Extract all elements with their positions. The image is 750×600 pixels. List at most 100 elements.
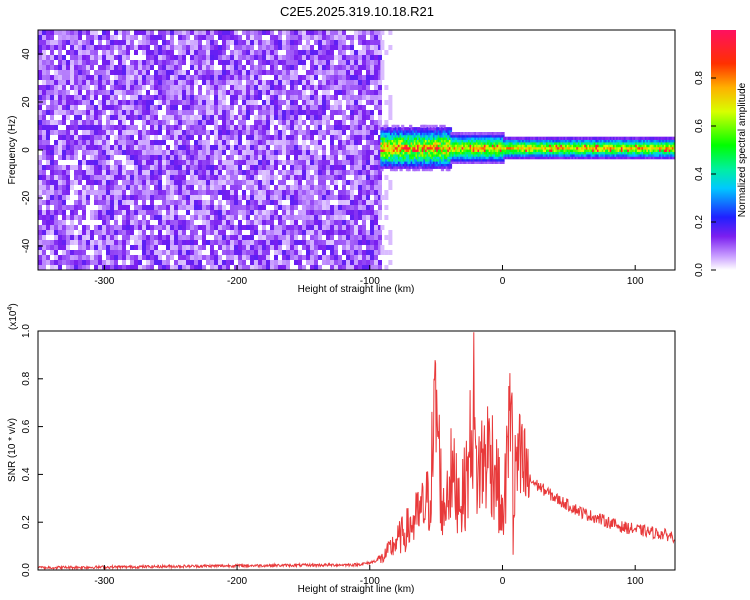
heatmap-cell <box>354 75 358 80</box>
heatmap-cell <box>186 115 190 120</box>
heatmap-cell <box>246 130 250 135</box>
heatmap-cell <box>346 90 350 95</box>
heatmap-cell <box>130 255 134 260</box>
heatmap-cell <box>326 115 330 120</box>
heatmap-cell <box>310 140 314 145</box>
heatmap-cell <box>270 190 274 195</box>
heatmap-cell <box>194 245 198 250</box>
heatmap-cell <box>250 160 254 165</box>
heatmap-cell <box>86 175 90 180</box>
heatmap-cell <box>146 60 150 65</box>
heatmap-cell <box>146 35 150 40</box>
heatmap-cell <box>342 240 346 245</box>
heatmap-cell <box>194 195 198 200</box>
heatmap-cell <box>202 255 206 260</box>
heatmap-cell <box>270 160 274 165</box>
heatmap-cell <box>246 135 250 140</box>
heatmap-cell <box>234 95 238 100</box>
heatmap-cell <box>234 170 238 175</box>
heatmap-cell <box>238 70 242 75</box>
heatmap-cell <box>98 140 102 145</box>
heatmap-cell <box>174 155 178 160</box>
heatmap-cell <box>354 185 358 190</box>
heatmap-cell <box>282 210 286 215</box>
heatmap-cell <box>374 160 378 165</box>
heatmap-cell <box>226 90 230 95</box>
heatmap-cell <box>114 140 118 145</box>
heatmap-cell <box>138 75 142 80</box>
heatmap-cell <box>182 120 186 125</box>
heatmap-cell <box>278 35 282 40</box>
heatmap-cell <box>242 110 246 115</box>
heatmap-cell <box>302 165 306 170</box>
heatmap-cell <box>110 200 114 205</box>
heatmap-cell <box>38 260 42 265</box>
heatmap-cell <box>286 60 290 65</box>
heatmap-cell <box>106 105 110 110</box>
heatmap-cell <box>202 65 206 70</box>
heatmap-cell <box>214 30 218 35</box>
heatmap-cell <box>326 185 330 190</box>
heatmap-cell <box>178 160 182 165</box>
heatmap-cell <box>38 265 42 270</box>
heatmap-cell <box>126 225 130 230</box>
heatmap-cell <box>158 185 162 190</box>
heatmap-cell <box>50 190 54 195</box>
heatmap-cell <box>370 165 374 170</box>
heatmap-cell <box>274 165 278 170</box>
heatmap-cell <box>190 100 194 105</box>
heatmap-cell <box>334 155 338 160</box>
heatmap-cell <box>290 245 294 250</box>
heatmap-cell <box>278 220 282 225</box>
heatmap-cell <box>274 235 278 240</box>
heatmap-cell <box>142 35 146 40</box>
heatmap-cell <box>286 50 290 55</box>
heatmap-cell <box>142 155 146 160</box>
heatmap-cell <box>318 55 322 60</box>
heatmap-cell <box>346 140 350 145</box>
heatmap-cell <box>202 45 206 50</box>
heatmap-cell <box>330 255 334 260</box>
heatmap-cell <box>388 30 393 35</box>
heatmap-cell <box>294 125 298 130</box>
heatmap-cell <box>142 150 146 155</box>
heatmap-cell <box>170 185 174 190</box>
heatmap-cell <box>50 195 54 200</box>
heatmap-cell <box>354 210 358 215</box>
heatmap-cell <box>380 195 385 200</box>
heatmap-cell <box>330 80 334 85</box>
heatmap-cell <box>266 150 270 155</box>
heatmap-cell <box>501 158 505 162</box>
heatmap-cell <box>222 220 226 225</box>
heatmap-cell <box>150 85 154 90</box>
heatmap-cell <box>186 250 190 255</box>
heatmap-cell <box>370 175 374 180</box>
heatmap-cell <box>158 165 162 170</box>
heatmap-cell <box>258 190 262 195</box>
heatmap-cell <box>358 230 362 235</box>
heatmap-cell <box>334 130 338 135</box>
heatmap-cell <box>182 190 186 195</box>
heatmap-cell <box>118 205 122 210</box>
heatmap-cell <box>150 165 154 170</box>
heatmap-cell <box>238 65 242 70</box>
heatmap-cell <box>142 100 146 105</box>
heatmap-cell <box>378 245 382 250</box>
heatmap-cell <box>98 225 102 230</box>
heatmap-cell <box>366 95 370 100</box>
heatmap-cell <box>170 235 174 240</box>
heatmap-cell <box>42 190 46 195</box>
heatmap-cell <box>142 190 146 195</box>
heatmap-cell <box>58 220 62 225</box>
heatmap-cell <box>38 85 42 90</box>
heatmap-cell <box>338 195 342 200</box>
heatmap-cell <box>314 105 318 110</box>
heatmap-cell <box>226 40 230 45</box>
heatmap-cell <box>38 155 42 160</box>
heatmap-cell <box>374 105 378 110</box>
heatmap-cell <box>190 215 194 220</box>
heatmap-cell <box>258 170 262 175</box>
heatmap-cell <box>46 205 50 210</box>
heatmap-cell <box>286 170 290 175</box>
heatmap-cell <box>50 65 54 70</box>
